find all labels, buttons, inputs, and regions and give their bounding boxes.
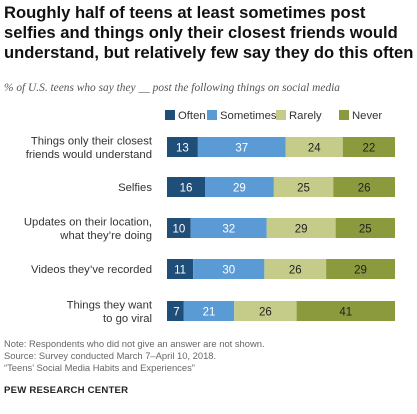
bar-value-label: 22 [362, 143, 375, 155]
chart-notes: Note: Respondents who did not give an an… [4, 338, 265, 375]
legend-swatch-often [165, 110, 175, 120]
legend-label-sometimes: Sometimes [220, 110, 277, 122]
note-line: Note: Respondents who did not give an an… [4, 338, 265, 349]
organization-name: PEW RESEARCH CENTER [4, 385, 129, 396]
category-label: Updates on their location, [24, 216, 152, 228]
bar-segment-rarely [273, 177, 334, 197]
category-label: Videos they’ve recorded [31, 264, 152, 276]
stacked-bar-chart: Often Sometimes Rarely Never Things only th… [24, 110, 395, 325]
category-label: what they’re doing [59, 230, 152, 242]
bar-segment-often [167, 177, 205, 197]
bar-segment-rarely [234, 301, 297, 321]
bar-segment-sometimes [193, 259, 265, 279]
bar-segment-often [167, 218, 191, 238]
bar-segment-never [326, 259, 395, 279]
bar-value-label: 29 [354, 265, 367, 277]
bar-value-label: 16 [180, 183, 193, 195]
bar-value-label: 29 [233, 183, 246, 195]
bar-segment-often [167, 301, 184, 321]
bar-value-label: 30 [222, 265, 235, 277]
bar-value-label: 26 [259, 307, 272, 319]
legend-label-often: Often [178, 110, 206, 122]
bar-value-label: 37 [235, 143, 248, 155]
legend-swatch-rarely [276, 110, 286, 120]
bar-segment-rarely [285, 137, 343, 157]
bar-value-label: 26 [358, 183, 371, 195]
source-line: Source: Survey conducted March 7–April 1… [4, 350, 217, 362]
bar-segment-sometimes [205, 177, 274, 197]
chart-subtitle: % of U.S. teens who say they __ post the… [4, 82, 340, 94]
bar-value-label: 41 [339, 307, 352, 319]
bar-value-label: 7 [173, 307, 179, 319]
bar-value-label: 25 [297, 183, 310, 195]
category-label: to go viral [103, 313, 152, 325]
chart-legend: Often Sometimes Rarely Never [165, 110, 382, 122]
bar-segment-sometimes [197, 137, 286, 157]
bar-value-label: 24 [308, 143, 321, 155]
bar-value-label: 26 [289, 265, 302, 277]
bar-segment-never [333, 177, 395, 197]
bar-segment-often [167, 137, 198, 157]
category-label: Things only their closest [31, 135, 153, 147]
bar-segment-sometimes [183, 301, 235, 321]
category-labels: Things only their closest friends would u… [24, 135, 153, 325]
legend-label-rarely: Rarely [289, 110, 322, 122]
bar-value-label: 32 [222, 224, 235, 236]
report-title-line: “Teens’ Social Media Habits and Experien… [4, 362, 195, 374]
legend-swatch-never [339, 110, 349, 120]
bar-value-label: 25 [359, 224, 372, 236]
legend-label-never: Never [352, 110, 382, 122]
bar-value-label: 13 [176, 143, 189, 155]
bar-segment-rarely [264, 259, 327, 279]
bar-segments: 13 37 24 22 16 29 25 26 10 32 29 25 11 30 26 29 7 21 26 41 [167, 137, 395, 321]
chart-title: Roughly half of teens at least sometimes… [4, 3, 414, 62]
bar-segment-never [342, 137, 395, 157]
category-label: friends would understand [26, 149, 152, 161]
legend-swatch-sometimes [207, 110, 217, 120]
bar-segment-often [167, 259, 194, 279]
bar-value-label: 21 [203, 307, 216, 319]
category-label: Selfies [118, 182, 152, 194]
bar-value-label: 10 [172, 224, 185, 236]
category-label: Things they want [67, 299, 153, 311]
bar-segment-never [335, 218, 395, 238]
bar-value-label: 29 [295, 224, 308, 236]
bar-value-label: 11 [174, 265, 186, 277]
bar-segment-never [296, 301, 395, 321]
bar-segment-rarely [266, 218, 336, 238]
bar-segment-sometimes [190, 218, 267, 238]
